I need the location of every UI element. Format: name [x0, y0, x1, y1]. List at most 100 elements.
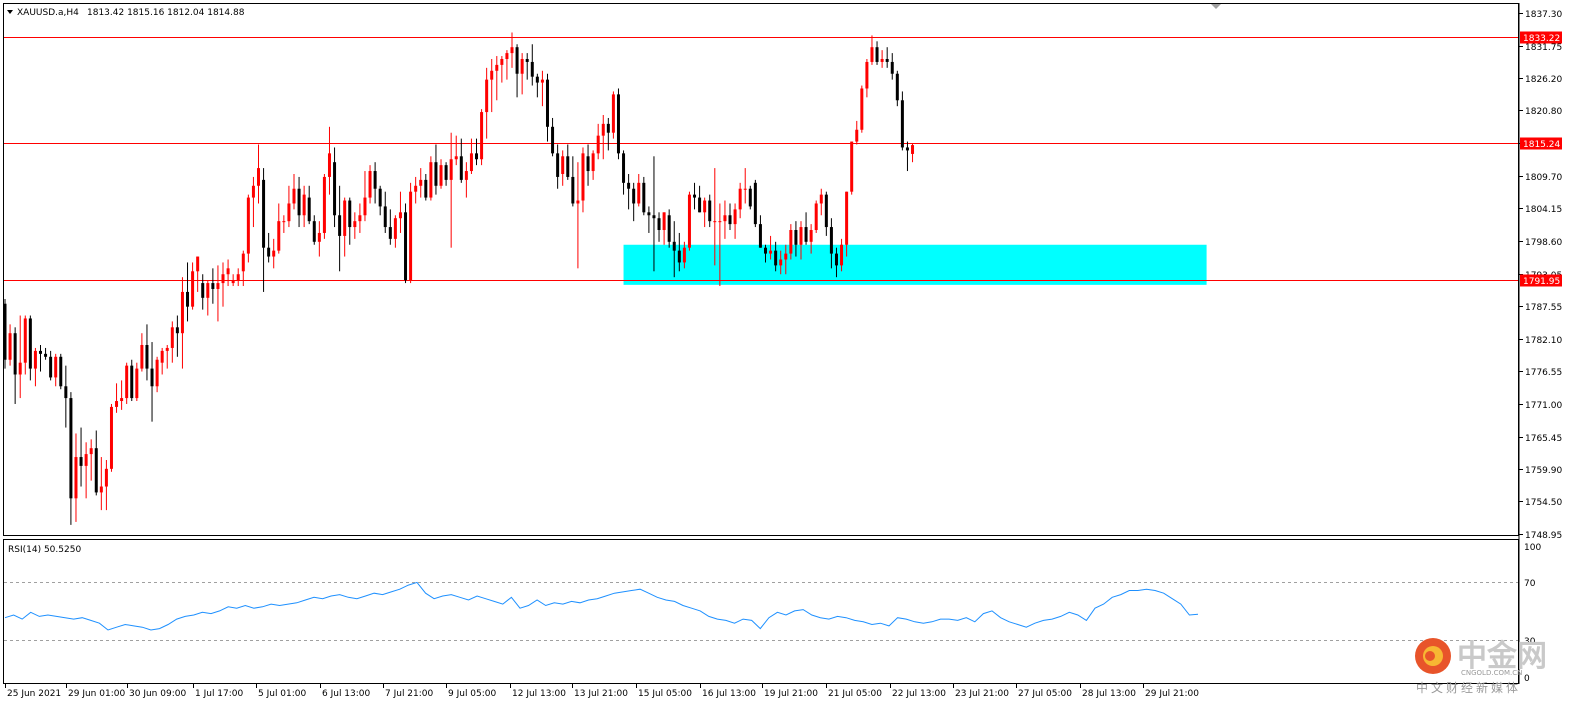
candle	[150, 342, 154, 422]
candle	[545, 73, 549, 142]
candle-body	[109, 406, 113, 469]
watermark: 中金网 CNGOLD.COM.CN 中文财经新媒体	[1415, 638, 1547, 695]
candle-body	[378, 188, 382, 207]
candle-body	[642, 182, 646, 213]
candle-body	[419, 179, 423, 186]
candle	[343, 197, 347, 257]
candle	[109, 403, 113, 472]
candle-body	[545, 79, 549, 127]
candle	[140, 333, 144, 372]
candle	[322, 173, 326, 239]
candle	[657, 212, 661, 242]
candle	[414, 176, 418, 204]
candle-body	[125, 365, 129, 399]
candle	[216, 265, 220, 322]
candle-body	[829, 227, 833, 254]
triangle-down-icon[interactable]	[7, 10, 13, 14]
candle-body	[606, 123, 610, 133]
candle-body	[348, 200, 352, 228]
candle-body	[191, 271, 195, 307]
candle	[59, 353, 63, 390]
price-tick-label: 1759.90	[1525, 466, 1562, 476]
candle	[94, 430, 98, 496]
candle-body	[297, 188, 301, 216]
price-tick-label: 1754.50	[1525, 498, 1562, 508]
candle-body	[64, 386, 68, 399]
rsi-panel-frame	[3, 539, 1519, 684]
candle-body	[779, 259, 783, 266]
time-tick-label: 23 Jul 21:00	[955, 689, 1009, 699]
candle	[520, 53, 524, 95]
candle	[667, 209, 671, 248]
candle	[845, 191, 849, 257]
candle	[698, 185, 702, 213]
candle-body	[475, 153, 479, 160]
candle	[353, 212, 357, 239]
symbol-title[interactable]: XAUUSD.a,H4	[17, 8, 79, 18]
candle-body	[74, 457, 78, 499]
candles	[3, 32, 915, 525]
candle-body	[150, 368, 154, 387]
candle-body	[3, 303, 7, 360]
candle	[145, 324, 149, 381]
candle	[23, 315, 27, 375]
candle-body	[393, 218, 397, 239]
candle-body	[241, 253, 245, 272]
watermark-slogan: 中文财经新媒体	[1416, 680, 1521, 695]
candle-body	[652, 215, 656, 219]
candle	[262, 168, 266, 292]
candle-body	[576, 200, 580, 204]
candle	[444, 162, 448, 186]
candle	[824, 191, 828, 236]
candle	[677, 232, 681, 272]
candle	[297, 176, 301, 228]
candle-body	[723, 215, 727, 222]
candle-body	[211, 283, 215, 289]
candle	[850, 141, 854, 195]
candle	[18, 315, 22, 399]
candle	[170, 321, 174, 363]
time-tick-label: 5 Jul 01:00	[258, 689, 307, 699]
candle-body	[246, 197, 250, 254]
candle-body	[84, 454, 88, 466]
candle	[160, 347, 164, 375]
candle-body	[490, 70, 494, 80]
candle	[429, 156, 433, 201]
candle-body	[251, 185, 255, 198]
price-tick-label: 1771.00	[1525, 401, 1562, 411]
candle	[69, 392, 73, 525]
candle	[733, 203, 737, 239]
candle-body	[814, 203, 818, 231]
candle	[54, 353, 58, 387]
cngold-logo-core	[1425, 651, 1435, 661]
candle	[616, 88, 620, 160]
candle-body	[799, 227, 803, 245]
candle-body	[900, 100, 904, 148]
candle-body	[38, 350, 42, 354]
time-axis: 25 Jun 2021 29 Jun 01:00 30 Jun 09:00 1 Jul…	[5, 684, 1199, 699]
chart-shift-marker-icon[interactable]	[1211, 4, 1221, 9]
candle-body	[774, 250, 778, 266]
candle	[327, 126, 331, 195]
candle-body	[556, 153, 560, 177]
candle	[358, 203, 362, 233]
candle	[576, 162, 580, 269]
time-tick-label: 13 Jul 21:00	[574, 689, 628, 699]
candle-body	[231, 280, 235, 284]
candle-body	[637, 182, 641, 204]
candle-body	[551, 126, 555, 154]
candle-body	[713, 221, 717, 223]
candle-body	[135, 368, 139, 399]
candle-body	[880, 58, 884, 62]
candle-body	[23, 318, 27, 363]
candle-body	[535, 76, 539, 83]
candle	[44, 347, 48, 360]
candle	[226, 259, 230, 287]
candle	[814, 200, 818, 233]
candle-body	[758, 224, 762, 248]
candle	[404, 203, 408, 284]
candle-body	[49, 356, 53, 378]
candle-body	[840, 244, 844, 266]
candle-body	[738, 188, 742, 210]
candle-body	[480, 112, 484, 160]
